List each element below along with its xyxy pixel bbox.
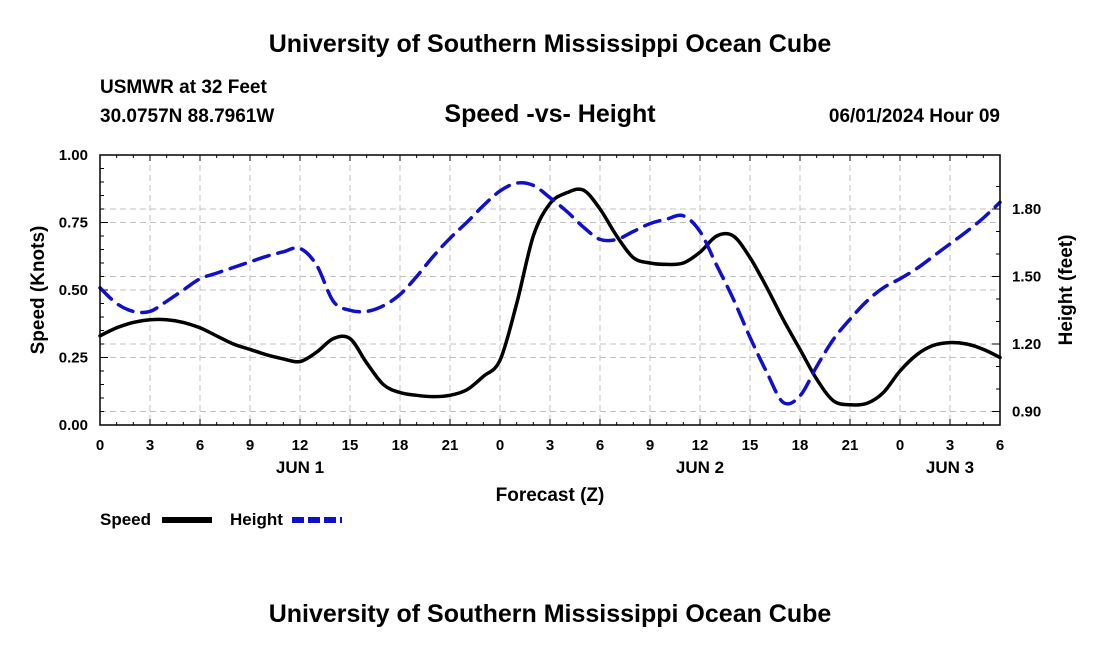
station-label: USMWR at 32 Feet (100, 77, 267, 98)
x-tick-label: 6 (596, 437, 604, 454)
x-tick-label: 21 (442, 437, 459, 454)
footer-title: University of Southern Mississippi Ocean… (268, 600, 832, 628)
plot-frame (99, 154, 1001, 426)
forecast-date: 06/01/2024 Hour 09 (828, 106, 1000, 127)
height-series-line (98, 180, 1002, 406)
x-tick-label: 0 (96, 437, 104, 454)
speed-series-line (98, 187, 1002, 407)
x-tick-label: 6 (196, 437, 204, 454)
y-tick-label-right: 1.20 (1012, 336, 1041, 353)
x-axis-label: Forecast (Z) (496, 485, 605, 506)
x-tick-label: 0 (896, 437, 904, 454)
x-tick-label: 12 (292, 437, 309, 454)
legend-speed-label: Speed (100, 510, 151, 529)
y-tick-label-left: 1.00 (59, 147, 88, 164)
x-tick-label: 12 (692, 437, 709, 454)
x-tick-label: 3 (146, 437, 154, 454)
y-tick-label-left: 0.25 (59, 350, 88, 367)
x-tick-label: 3 (546, 437, 554, 454)
series (98, 180, 1002, 407)
x-tick-label: 6 (996, 437, 1004, 454)
x-tick-label: 15 (742, 437, 759, 454)
x-tick-label: 3 (946, 437, 954, 454)
legend: Speed Height (100, 510, 342, 529)
y-tick-label-right: 1.80 (1012, 201, 1041, 218)
y-tick-label-right: 0.90 (1012, 404, 1041, 421)
date-label: JUN 2 (676, 458, 724, 477)
x-tick-label: 9 (246, 437, 254, 454)
x-tick-label: 15 (342, 437, 359, 454)
grid (100, 155, 1000, 425)
x-tick-label: 9 (646, 437, 654, 454)
date-label: JUN 1 (276, 458, 324, 477)
chart-subtitle: Speed -vs- Height (444, 100, 656, 128)
date-label: JUN 3 (926, 458, 974, 477)
x-tick-label: 18 (792, 437, 809, 454)
x-tick-label: 18 (392, 437, 409, 454)
y-tick-label-right: 1.50 (1012, 269, 1041, 286)
y-axis-right-label: Height (feet) (1056, 235, 1077, 346)
legend-height-label: Height (230, 510, 283, 529)
station-coordinates: 30.0757N 88.7961W (100, 106, 275, 127)
y-tick-label-left: 0.00 (59, 417, 88, 434)
y-tick-label-left: 0.75 (59, 215, 88, 232)
y-axis-left-label: Speed (Knots) (28, 226, 49, 355)
chart-main-title: University of Southern Mississippi Ocean… (268, 30, 832, 58)
x-tick-label: 21 (842, 437, 859, 454)
x-tick-label: 0 (496, 437, 504, 454)
y-tick-label-left: 0.50 (59, 282, 88, 299)
